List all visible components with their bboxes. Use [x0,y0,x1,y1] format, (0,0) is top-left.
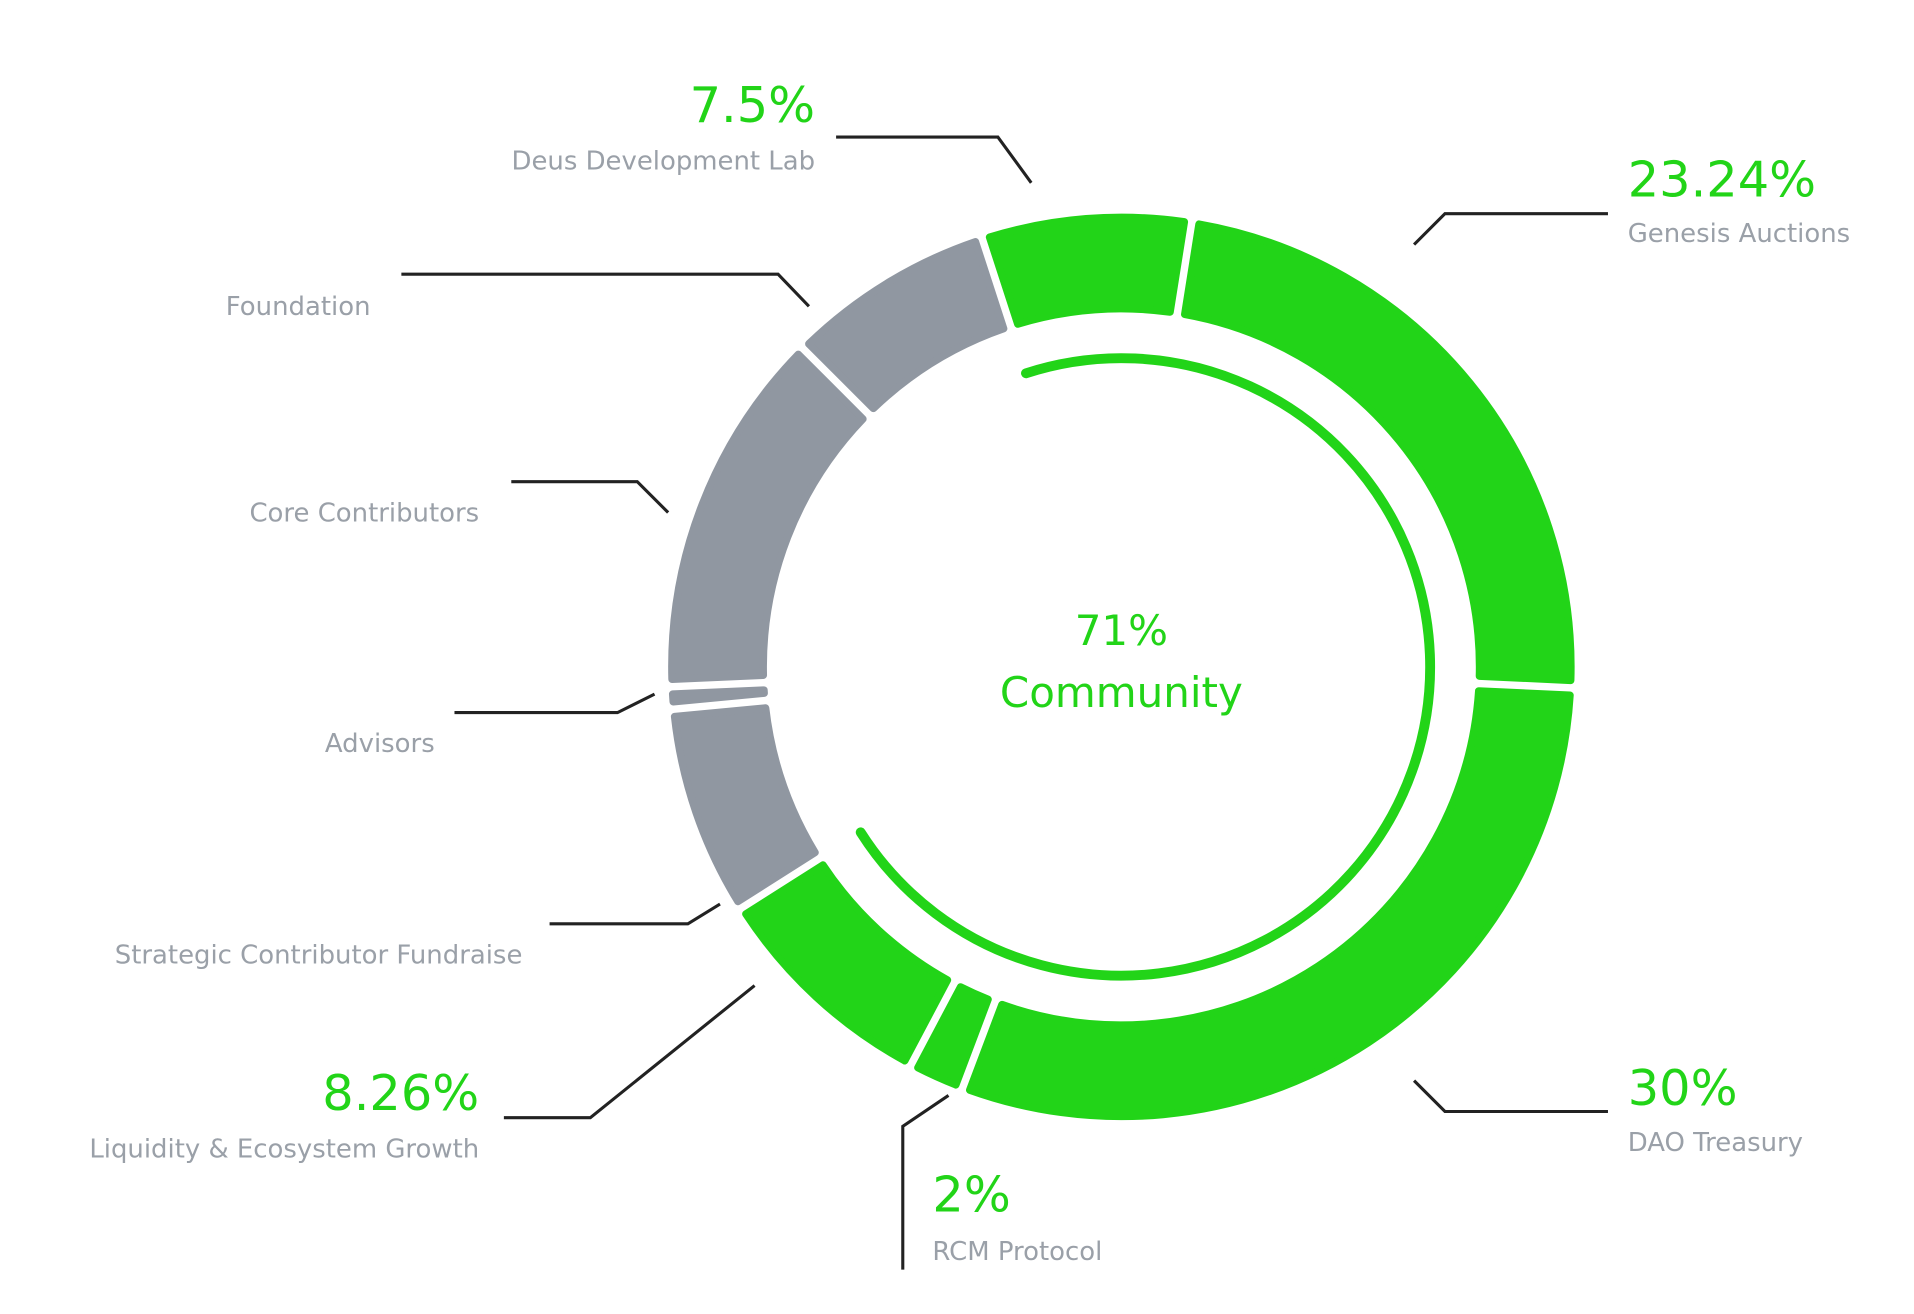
slice-label: DAO Treasury [1628,1128,1803,1158]
pie-slice [1181,220,1575,685]
pie-slice [985,213,1189,328]
leader-line [503,984,756,1120]
slice-label: Core Contributors [249,498,479,528]
slice-label: Advisors [325,729,435,759]
leader-line [511,480,670,514]
pie-slice [805,238,1008,413]
leader-line [549,902,721,926]
pie-slice [914,983,992,1089]
pie-slice [965,687,1574,1121]
center-value: 71% [1075,606,1168,655]
slice-label: Foundation [226,292,371,322]
leader-line [454,692,656,715]
leader-line [401,272,811,308]
pie-slice [668,686,768,706]
slice-label: Liquidity & Ecosystem Growth [89,1134,479,1164]
chart-body: 71% Community 7.5% Deus Development Lab 23.2… [89,76,1850,1270]
community-arc [855,353,1436,981]
slice-percent: 8.26% [322,1064,479,1122]
slice-percent: 23.24% [1628,150,1816,208]
leader-line [1412,212,1608,246]
slice-percent: 7.5% [690,76,815,134]
slice-percent: 30% [1628,1059,1738,1117]
leader-line [1412,1079,1608,1114]
slice-label: Deus Development Lab [511,146,815,176]
center-label: Community [1000,668,1243,717]
leader-line [836,135,1033,184]
pie-slice [742,861,952,1065]
slice-percent: 2% [932,1165,1010,1223]
leader-line [901,1094,950,1270]
pie-slice [670,704,819,906]
slice-label: Strategic Contributor Fundraise [115,940,523,970]
slice-label: RCM Protocol [932,1237,1102,1267]
slice-label: Genesis Auctions [1628,219,1850,249]
pie-slice [668,350,867,683]
